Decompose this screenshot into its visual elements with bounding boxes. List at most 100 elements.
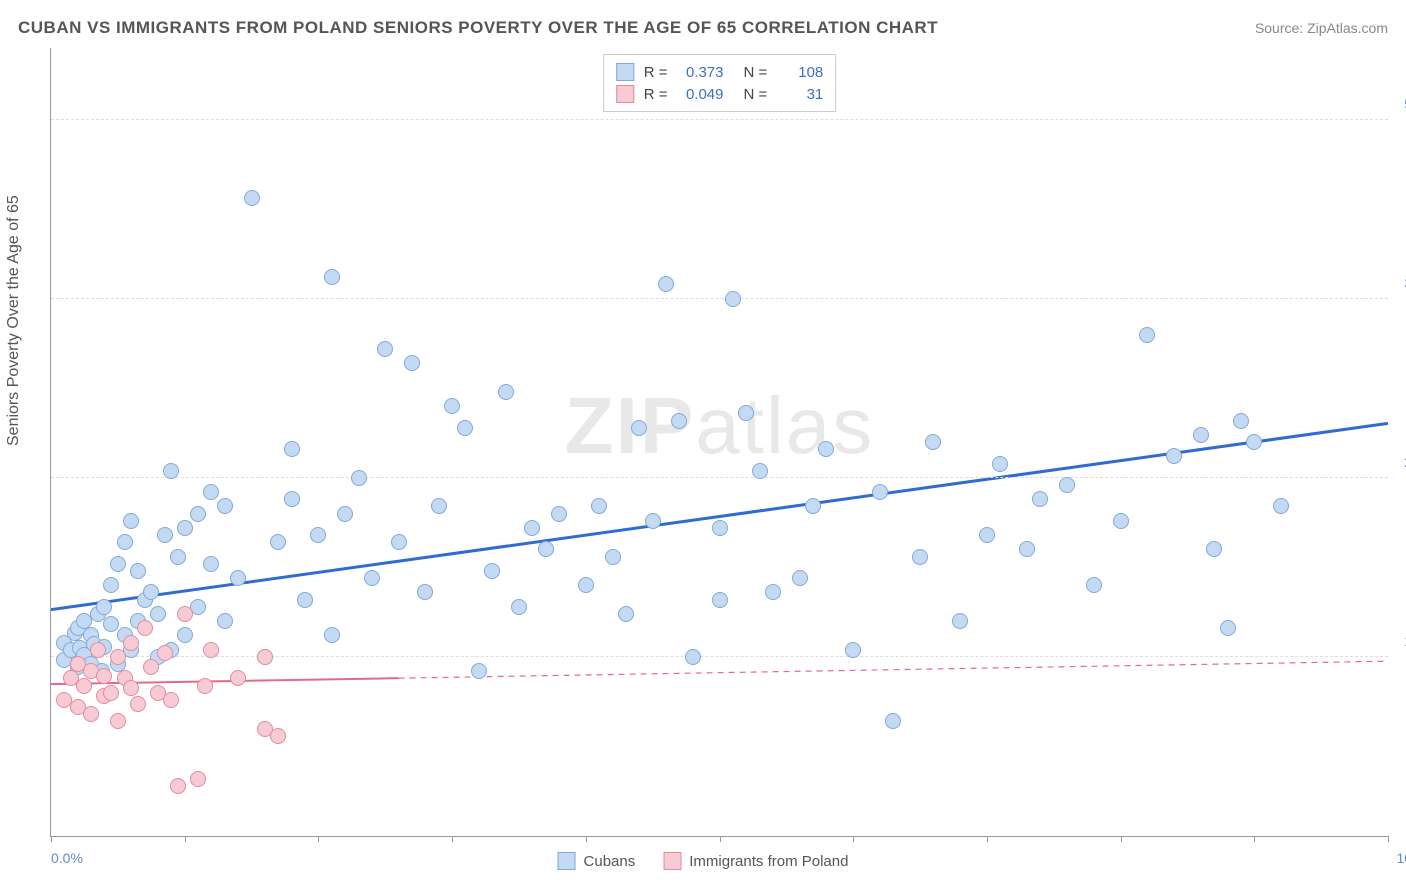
legend-label: Cubans	[584, 853, 636, 870]
data-point	[217, 613, 233, 629]
data-point	[712, 592, 728, 608]
data-point	[284, 491, 300, 507]
x-tick	[185, 836, 186, 842]
data-point	[163, 692, 179, 708]
x-tick	[720, 836, 721, 842]
data-point	[177, 606, 193, 622]
data-point	[137, 620, 153, 636]
data-point	[658, 276, 674, 292]
data-point	[1220, 620, 1236, 636]
data-point	[1032, 491, 1048, 507]
data-point	[925, 434, 941, 450]
y-tick-label: 37.5%	[1394, 275, 1406, 291]
data-point	[123, 680, 139, 696]
n-value: 31	[777, 86, 823, 103]
data-point	[203, 484, 219, 500]
data-point	[130, 563, 146, 579]
data-point	[912, 549, 928, 565]
data-point	[130, 696, 146, 712]
data-point	[618, 606, 634, 622]
n-value: 108	[777, 64, 823, 81]
data-point	[177, 627, 193, 643]
data-point	[150, 606, 166, 622]
data-point	[270, 534, 286, 550]
data-point	[872, 484, 888, 500]
data-point	[1193, 427, 1209, 443]
r-value: 0.373	[678, 64, 724, 81]
data-point	[157, 645, 173, 661]
gridline	[51, 477, 1388, 478]
data-point	[170, 549, 186, 565]
data-point	[605, 549, 621, 565]
data-point	[170, 778, 186, 794]
page-title: CUBAN VS IMMIGRANTS FROM POLAND SENIORS …	[18, 18, 938, 38]
data-point	[1139, 327, 1155, 343]
data-point	[103, 685, 119, 701]
gridline	[51, 119, 1388, 120]
data-point	[1246, 434, 1262, 450]
data-point	[511, 599, 527, 615]
data-point	[765, 584, 781, 600]
x-tick	[586, 836, 587, 842]
x-tick	[1121, 836, 1122, 842]
trend-lines	[51, 48, 1388, 836]
data-point	[979, 527, 995, 543]
legend-swatch	[616, 63, 634, 81]
watermark: ZIPatlas	[565, 380, 874, 472]
data-point	[1206, 541, 1222, 557]
data-point	[337, 506, 353, 522]
data-point	[96, 668, 112, 684]
data-point	[123, 513, 139, 529]
data-point	[230, 670, 246, 686]
x-axis-max-label: 100.0%	[1397, 850, 1406, 866]
data-point	[230, 570, 246, 586]
data-point	[845, 642, 861, 658]
data-point	[297, 592, 313, 608]
x-tick	[318, 836, 319, 842]
data-point	[244, 190, 260, 206]
source-label: Source: ZipAtlas.com	[1255, 20, 1388, 36]
correlation-legend-row: R =0.373N =108	[616, 61, 824, 83]
data-point	[76, 678, 92, 694]
data-point	[110, 556, 126, 572]
gridline	[51, 656, 1388, 657]
data-point	[96, 599, 112, 615]
legend-label: Immigrants from Poland	[689, 853, 848, 870]
data-point	[1019, 541, 1035, 557]
legend-swatch	[558, 852, 576, 870]
y-tick-label: 50.0%	[1394, 96, 1406, 112]
series-legend: Cubans Immigrants from Poland	[558, 852, 849, 870]
legend-item: Cubans	[558, 852, 636, 870]
scatter-plot: ZIPatlas R =0.373N =108R =0.049N =31 0.0…	[50, 48, 1388, 837]
correlation-legend-row: R =0.049N =31	[616, 83, 824, 105]
data-point	[645, 513, 661, 529]
data-point	[203, 556, 219, 572]
y-axis-label: Seniors Poverty Over the Age of 65	[5, 195, 23, 446]
data-point	[551, 506, 567, 522]
data-point	[103, 577, 119, 593]
data-point	[203, 642, 219, 658]
data-point	[484, 563, 500, 579]
legend-item: Immigrants from Poland	[663, 852, 848, 870]
x-tick	[987, 836, 988, 842]
data-point	[364, 570, 380, 586]
data-point	[671, 413, 687, 429]
data-point	[1113, 513, 1129, 529]
correlation-legend: R =0.373N =108R =0.049N =31	[603, 54, 837, 112]
data-point	[197, 678, 213, 694]
data-point	[712, 520, 728, 536]
data-point	[471, 663, 487, 679]
r-value: 0.049	[678, 86, 724, 103]
data-point	[163, 463, 179, 479]
data-point	[752, 463, 768, 479]
data-point	[391, 534, 407, 550]
data-point	[685, 649, 701, 665]
x-axis-min-label: 0.0%	[51, 850, 83, 866]
gridline	[51, 298, 1388, 299]
data-point	[117, 534, 133, 550]
data-point	[591, 498, 607, 514]
data-point	[143, 659, 159, 675]
x-tick	[1254, 836, 1255, 842]
x-tick	[1388, 836, 1389, 842]
legend-swatch	[616, 85, 634, 103]
